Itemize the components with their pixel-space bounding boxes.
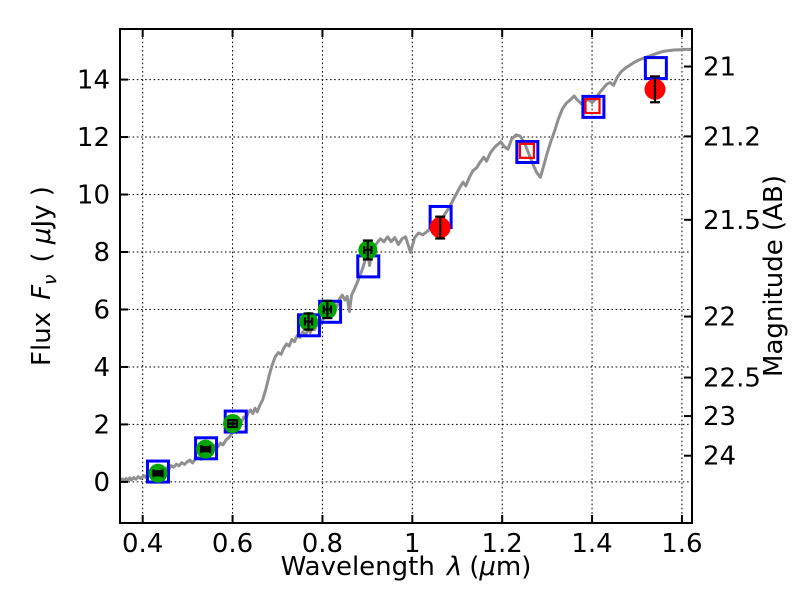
y-axis-label-right: Magnitude (AB) xyxy=(759,175,789,377)
flux-label-symbol: F xyxy=(26,284,57,300)
y-tick-label: 12 xyxy=(77,123,110,153)
y-tick-label: 8 xyxy=(93,238,110,268)
x-tick-label: 1.6 xyxy=(661,529,702,559)
y-tick-label: 6 xyxy=(93,295,110,325)
y-axis-label-left: Flux Fν ( μJy ) xyxy=(27,186,61,366)
axes-frame xyxy=(119,28,693,524)
model-photometry-blue-squares-marker xyxy=(515,139,540,164)
magnitude-tick-label: 23 xyxy=(703,402,736,432)
x-axis-label-mu: μ xyxy=(479,552,496,582)
x-tick-label: 1.2 xyxy=(482,529,523,559)
y-tick-label: 14 xyxy=(77,66,110,96)
model-photometry-blue-squares-marker xyxy=(581,94,606,119)
x-axis-label-paren: ( xyxy=(469,552,480,582)
x-axis-label-word: Wavelength xyxy=(280,552,435,582)
y-tick-label: 2 xyxy=(93,410,110,440)
magnitude-tick-label: 22.5 xyxy=(703,364,761,394)
observed-red-squares-marker xyxy=(518,142,536,159)
x-tick-label: 0.6 xyxy=(212,529,253,559)
flux-label-mu: μ xyxy=(26,227,57,245)
x-tick-label: 0.8 xyxy=(302,529,343,559)
y-tick-label: 10 xyxy=(77,181,110,211)
y-tick-label: 0 xyxy=(93,468,110,498)
flux-label-subscript: ν xyxy=(40,274,62,285)
x-tick-label: 1.4 xyxy=(571,529,612,559)
magnitude-tick-label: 24 xyxy=(703,442,736,472)
x-axis-label-symbol: λ xyxy=(446,552,463,582)
magnitude-tick-label: 21.2 xyxy=(703,122,761,152)
x-tick-label: 1 xyxy=(404,529,421,559)
flux-label-units: Jy ) xyxy=(26,186,57,228)
x-axis-label-units: m) xyxy=(495,552,532,582)
magnitude-tick-label: 21.5 xyxy=(703,206,761,236)
magnitude-tick-label: 21 xyxy=(703,53,736,83)
model-photometry-blue-squares-marker xyxy=(194,436,219,461)
magnitude-tick-label: 22 xyxy=(703,303,736,333)
flux-label-word: Flux xyxy=(26,311,57,366)
y-tick-label: 4 xyxy=(93,353,110,383)
magnitude-label-text: Magnitude (AB) xyxy=(759,175,789,377)
spectrum-curve xyxy=(120,47,692,483)
observed-red-squares-marker xyxy=(584,97,601,115)
flux-label-paren: ( xyxy=(26,244,57,263)
x-axis-label: Wavelength λ (μm) xyxy=(281,552,532,582)
x-tick-label: 0.4 xyxy=(122,529,163,559)
